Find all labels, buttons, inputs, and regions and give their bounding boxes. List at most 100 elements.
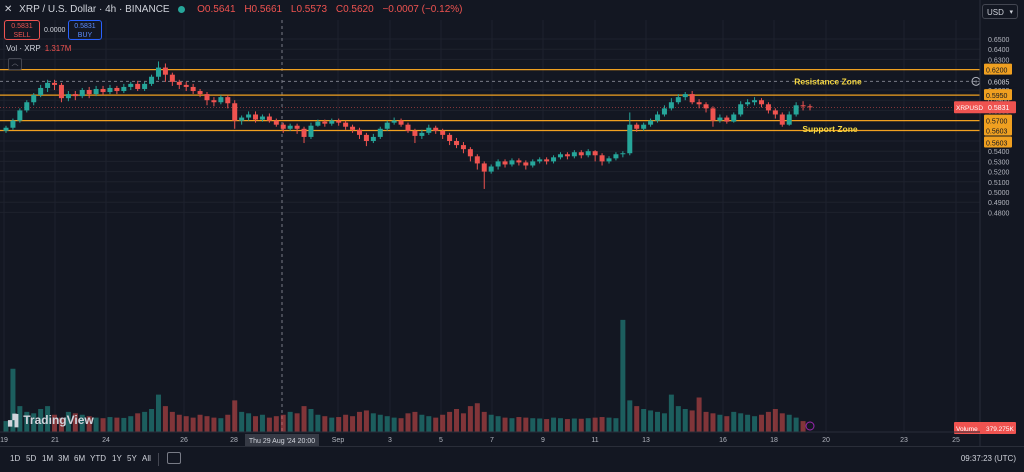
volume-bar — [648, 410, 654, 432]
candle-body — [779, 114, 785, 125]
candle-body — [356, 129, 362, 135]
candle-body — [696, 102, 702, 105]
volume-bar — [65, 411, 71, 432]
candle-body — [481, 163, 487, 172]
volume-bar — [800, 421, 806, 432]
volume-bar — [655, 411, 661, 432]
time-tick-label: 19 — [0, 437, 8, 444]
currency-label: USD — [987, 8, 1004, 17]
close-icon[interactable]: ✕ — [4, 4, 13, 15]
volume-bar — [93, 417, 99, 432]
grid-lines — [0, 20, 980, 432]
candle-body — [149, 76, 155, 84]
candle-body — [391, 120, 397, 123]
volume-bar — [710, 413, 716, 432]
price-tick-label: 0.5200 — [988, 170, 1010, 177]
range-ytd[interactable]: YTD — [90, 454, 106, 463]
volume-bar — [149, 409, 155, 432]
candle-body — [585, 151, 591, 156]
candle-body — [232, 103, 238, 121]
candle-body — [460, 145, 466, 150]
buy-price: 0.5831 — [74, 23, 96, 30]
volume-bar — [114, 417, 120, 432]
candle-body — [204, 94, 210, 101]
range-1d[interactable]: 1D — [10, 454, 21, 463]
candle-body — [301, 128, 307, 137]
buy-label: BUY — [77, 32, 93, 39]
time-tick-label: 28 — [230, 437, 238, 444]
candle-body — [315, 121, 321, 126]
volume-bar — [155, 394, 161, 432]
volume-bar — [592, 417, 598, 432]
crosshair-price-bg — [984, 75, 1018, 88]
volume-bar — [3, 421, 9, 432]
volume-bar — [786, 414, 792, 432]
time-tick-label: 13 — [642, 437, 650, 444]
volume-bar — [606, 417, 612, 432]
volume-bar — [557, 418, 563, 432]
candle-body — [253, 114, 259, 120]
calendar-icon[interactable] — [167, 452, 181, 464]
volume-bar — [107, 417, 113, 432]
buy-button[interactable]: 0.5831 BUY — [68, 20, 102, 40]
price-tick-label: 0.5100 — [988, 180, 1010, 187]
candle-body — [682, 94, 688, 98]
candle-body — [405, 124, 411, 131]
candle-body — [724, 117, 730, 122]
volume-bar — [128, 416, 134, 432]
volume-bar — [391, 417, 397, 432]
volume-bar — [322, 416, 328, 432]
volume-bar — [634, 406, 640, 432]
volume-bar — [689, 410, 695, 432]
candle-body — [606, 158, 612, 162]
time-tick-label: 25 — [952, 437, 960, 444]
range-1y[interactable]: 1Y — [112, 454, 122, 463]
tradingview-mark-icon: ▞▌ — [8, 415, 22, 427]
candle-body — [551, 157, 557, 162]
candle-body — [620, 153, 626, 155]
ohlc-open: O0.5641 — [197, 4, 236, 15]
candle-body — [793, 105, 799, 115]
candle-body — [613, 154, 619, 159]
candle-body — [758, 100, 764, 105]
volume-bar — [668, 394, 674, 432]
candle-body — [772, 110, 778, 115]
range-6m[interactable]: 6M — [74, 454, 86, 463]
range-all[interactable]: All — [142, 454, 151, 463]
candle-body — [322, 121, 328, 124]
volume-legend[interactable]: Vol · XRP 1.317M — [6, 44, 71, 53]
range-5y[interactable]: 5Y — [127, 454, 137, 463]
candle-body — [419, 132, 425, 136]
range-1m[interactable]: 1M — [42, 454, 54, 463]
time-tick-label: 21 — [51, 437, 59, 444]
level-label-bg — [984, 124, 1012, 136]
volume-bar — [253, 416, 259, 432]
crosshair-time-bg — [245, 434, 319, 446]
time-tick-label: 9 — [541, 437, 545, 444]
volume-badge-label: Volume — [956, 426, 978, 433]
candle-body — [114, 87, 120, 92]
range-3m[interactable]: 3M — [58, 454, 70, 463]
candle-body — [571, 152, 577, 157]
range-5d[interactable]: 5D — [26, 454, 37, 463]
sell-button[interactable]: 0.5831 SELL — [4, 20, 40, 40]
candle-body — [155, 67, 161, 77]
sell-price: 0.5831 — [11, 23, 33, 30]
level-label: 0.5700 — [986, 119, 1008, 126]
add-alert-plus: + — [974, 79, 978, 86]
candle-body — [717, 117, 723, 121]
candle-body — [79, 90, 85, 97]
candle-body — [509, 160, 515, 165]
currency-selector[interactable]: USD ▾ — [982, 4, 1018, 19]
candle-body — [370, 136, 376, 141]
candle-body — [398, 120, 404, 125]
symbol-title[interactable]: XRP / U.S. Dollar · 4h · BINANCE — [19, 4, 170, 15]
bottom-toolbar: 1D 5D 1M 3M 6M YTD 1Y 5Y All 09:37:23 (U… — [0, 446, 1024, 472]
crosshair-time-label: Thu 29 Aug '24 20:00 — [249, 438, 315, 445]
collapse-legend-icon[interactable]: ︿ — [8, 58, 22, 70]
candle-body — [52, 82, 58, 85]
volume-bar — [641, 409, 647, 432]
time-tick-label: 3 — [388, 437, 392, 444]
price-chart[interactable]: + Resistance Zone Support Zone 0.6500 0.640… — [0, 0, 1024, 446]
volume-bar — [731, 411, 737, 432]
